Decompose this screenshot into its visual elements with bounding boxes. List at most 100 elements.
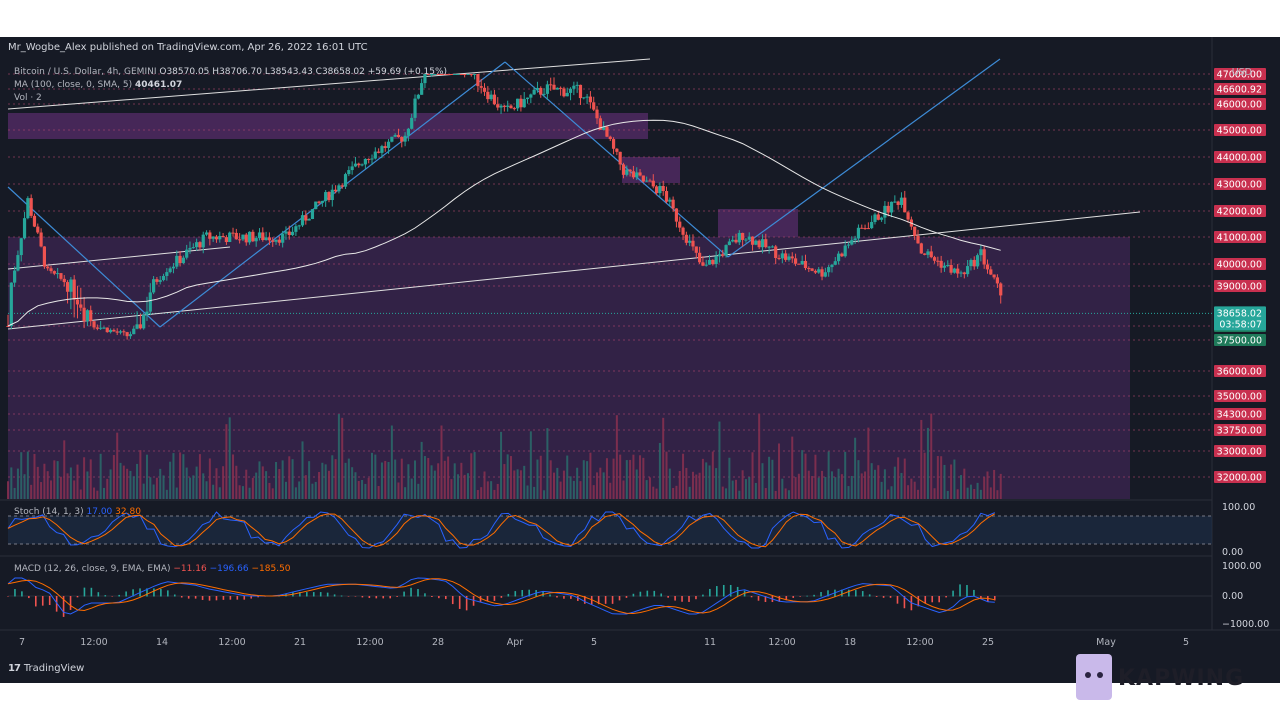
volume-bar [430,465,433,499]
candle-body [969,259,973,267]
candle-body [56,273,60,275]
price-tick-label: 34300.00 [1217,410,1262,421]
stoch-k-value: 17.00 [86,507,113,517]
volume-bar [228,417,231,499]
volume-bar [417,483,420,499]
candle-body [856,227,861,239]
volume-bar [754,482,757,499]
volume-bar [258,461,261,499]
volume-bar [73,480,76,499]
volume-bar [443,460,446,499]
volume-bar [903,458,906,499]
macd-histogram-bar [76,596,79,598]
volume-bar [437,463,440,499]
macd-histogram-bar [104,595,107,597]
candle-body [92,321,96,328]
price-level-tag [1214,424,1266,436]
candle-body [82,307,86,322]
candle-body [390,136,394,142]
volume-bar [850,475,853,499]
chart-canvas[interactable]: 47000.00 46600.92 46000.00 45000.00 44000.00… [0,37,1280,683]
candle-body [588,96,592,103]
symbol-legend[interactable]: Bitcoin / U.S. Dollar, 4h, GEMINI O38570… [14,67,447,77]
macd-histogram-bar [882,596,885,598]
volume-bar [883,469,886,499]
ma-legend[interactable]: MA (100, close, 0, SMA, 5) 40461.07 [14,80,182,90]
volume-bar [185,467,188,499]
ma-value: 40461.07 [135,80,183,90]
macd-histogram-bar [69,596,72,610]
volume-bar [668,468,671,499]
candle-body [191,247,195,249]
candle-body [555,87,559,90]
price-level-tag [1214,231,1266,243]
volume-bar [195,466,198,499]
candle-body [284,231,288,234]
candle-body [863,228,867,230]
volume-bar [840,474,843,499]
price-level-tag [1214,280,1266,292]
macd-histogram-bar [486,596,489,601]
volume-bar [83,457,86,499]
candle-body [880,217,884,220]
candle-body [691,240,695,247]
candle-body [860,227,864,229]
stoch-legend[interactable]: Stoch (14, 1, 3) 17.00 32.80 [14,507,141,517]
candle-body [466,74,470,75]
volume-bar [682,453,685,499]
kapwing-watermark: KAPWING [1076,654,1256,704]
volume-bar [685,467,688,499]
candle-body [893,201,897,203]
macd-histogram-bar [500,596,503,598]
volume-bar [837,468,840,499]
tradingview-logo[interactable]: 17 TradingView [8,663,85,674]
macd-histogram-bar [306,592,308,597]
macd-histogram-bar [410,587,412,597]
macd-histogram-bar [222,596,225,600]
volume-bar [169,461,172,499]
volume-bar [351,467,354,499]
macd-histogram-bar [319,592,322,597]
volume-bar [963,468,966,499]
volume-bar [728,457,731,499]
price-tick-label: 37500.00 [1217,336,1262,347]
vol-legend[interactable]: Vol · 2 [14,93,42,103]
volume-bar [466,473,469,499]
volume-bar [701,458,704,499]
macd-histogram-bar [861,591,864,597]
volume-bar [473,452,476,499]
macd-histogram-bar [368,596,371,599]
macd-histogram-bar [187,596,190,599]
candle-body [330,189,334,201]
price-tick-label: 42000.00 [1217,207,1262,218]
candle-body [125,332,129,337]
candle-body [972,259,976,267]
candle-body [128,334,133,337]
time-axis-label: 12:00 [218,637,245,648]
volume-bar [596,472,599,499]
stoch-d-line [7,513,996,548]
macd-histogram-bar [806,595,808,597]
candle-body [698,252,702,263]
volume-bar [106,478,109,499]
macd-legend[interactable]: MACD (12, 26, close, 9, EMA, EMA) −11.16… [14,564,291,574]
macd-histogram-bar [458,596,461,609]
volume-bar [933,488,936,499]
candle-body [244,234,248,243]
candle-body [72,279,76,300]
volume-bar [238,485,241,499]
macd-histogram-bar [604,596,607,604]
volume-bar [486,481,489,499]
volume-bar [890,486,893,499]
stoch-d-value: 32.80 [115,507,141,517]
macd-histogram-bar [716,586,718,597]
last-price-label: 38658.02 [1217,308,1262,319]
volume-bar [440,425,443,499]
candle-body [833,261,837,265]
macd-line [7,577,995,615]
macd-histogram-bar [841,589,843,597]
time-axis-label: 21 [294,637,306,648]
stoch-k-line [7,511,995,549]
volume-bar [761,463,764,499]
candle-body [152,279,156,293]
